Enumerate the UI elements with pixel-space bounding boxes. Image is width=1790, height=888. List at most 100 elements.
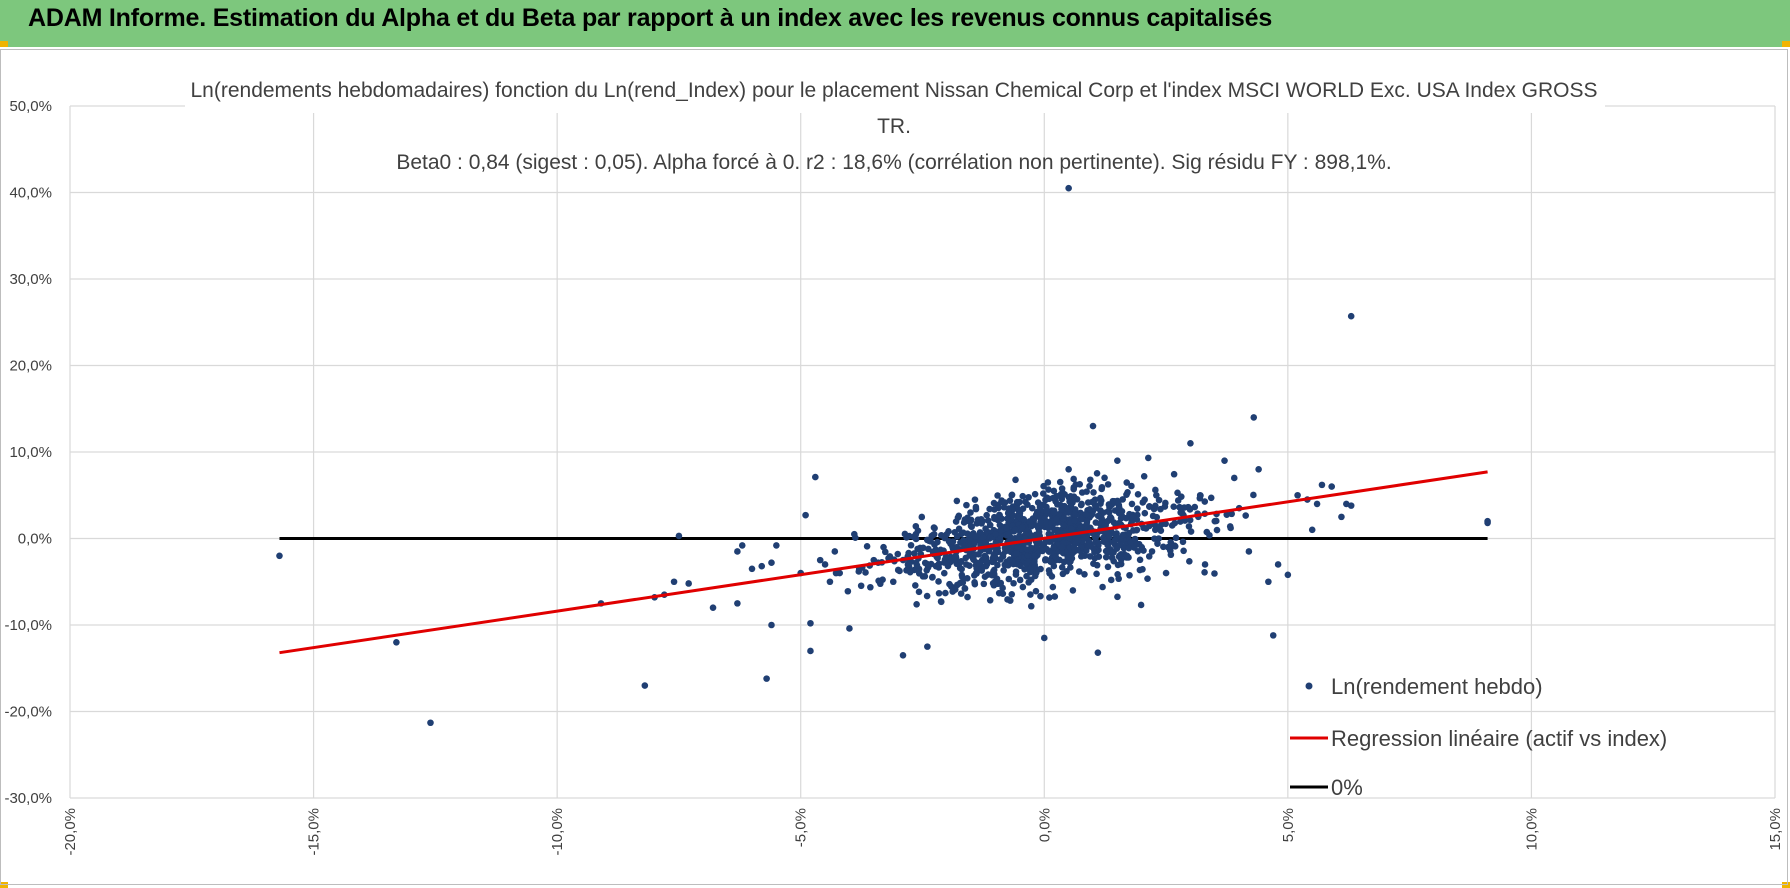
data-point — [812, 473, 819, 481]
data-point — [768, 559, 775, 567]
data-point — [967, 516, 975, 524]
data-point — [1318, 481, 1326, 489]
data-point — [1024, 501, 1031, 509]
data-point — [844, 587, 852, 595]
data-point — [1115, 575, 1122, 583]
data-point — [963, 501, 970, 509]
y-tick-label: 10,0% — [9, 444, 52, 461]
data-point — [1032, 511, 1040, 519]
data-point — [1211, 570, 1218, 577]
data-point — [1156, 522, 1164, 530]
data-point — [983, 511, 990, 519]
data-point — [959, 579, 967, 586]
data-point — [1025, 493, 1032, 501]
data-point — [1050, 544, 1058, 551]
data-point — [992, 548, 999, 556]
x-tick-label: 5,0% — [1280, 808, 1297, 842]
data-point — [738, 542, 746, 549]
data-point — [1083, 520, 1091, 528]
data-point — [1089, 422, 1097, 430]
data-point — [1145, 553, 1153, 560]
data-point — [1098, 485, 1105, 493]
x-tick-label: -20,0% — [62, 808, 79, 856]
data-point — [1137, 601, 1145, 609]
x-tick-label: 15,0% — [1767, 808, 1784, 851]
data-point — [1170, 503, 1178, 510]
data-point — [1308, 526, 1316, 534]
data-point — [951, 553, 959, 561]
data-point — [972, 532, 980, 540]
data-point — [1044, 479, 1052, 486]
data-point — [1065, 466, 1072, 473]
data-point — [1141, 509, 1149, 517]
data-point — [1171, 542, 1179, 550]
data-point — [1094, 649, 1102, 656]
data-point — [904, 561, 912, 568]
data-point — [1052, 553, 1060, 561]
data-point — [1100, 509, 1107, 517]
corner-marker — [1782, 41, 1790, 47]
data-point — [1059, 570, 1067, 578]
data-point — [1265, 578, 1272, 586]
data-point — [1065, 553, 1072, 561]
data-point — [1250, 491, 1257, 499]
data-point — [899, 651, 907, 659]
data-point — [918, 513, 926, 521]
data-point — [923, 560, 931, 568]
data-point — [1054, 527, 1062, 535]
data-point — [1180, 547, 1187, 555]
data-point — [1070, 475, 1077, 483]
data-point — [1174, 489, 1181, 497]
data-point — [997, 579, 1005, 587]
data-point — [942, 589, 949, 597]
data-point — [1139, 565, 1146, 573]
chart-subtitle: Beta0 : 0,84 (sigest : 0,05). Alpha forc… — [396, 151, 1391, 174]
data-point — [1058, 564, 1066, 571]
data-point — [1082, 547, 1090, 555]
data-point — [1113, 545, 1121, 552]
data-point — [1037, 518, 1044, 526]
data-point — [934, 538, 941, 546]
y-tick-label: 30,0% — [9, 271, 52, 288]
data-point — [945, 527, 952, 535]
data-point — [905, 532, 913, 540]
data-point — [928, 574, 936, 581]
data-point — [867, 583, 874, 591]
data-point — [1091, 548, 1098, 556]
data-point — [1006, 556, 1014, 563]
data-point — [1078, 500, 1085, 508]
data-point — [1134, 491, 1142, 498]
data-point — [1152, 502, 1159, 510]
data-point — [1123, 552, 1131, 560]
data-point — [992, 577, 999, 585]
data-point — [995, 511, 1003, 519]
data-point — [1201, 569, 1208, 576]
data-point — [986, 596, 994, 604]
data-point — [953, 497, 961, 505]
data-point — [1099, 583, 1106, 591]
data-point — [826, 578, 834, 586]
data-point — [1126, 571, 1133, 579]
data-point — [1008, 590, 1016, 598]
data-point — [982, 539, 990, 547]
data-point — [768, 621, 775, 629]
data-point — [1105, 501, 1113, 508]
data-point — [1338, 513, 1345, 521]
data-point — [1069, 587, 1077, 594]
data-point — [1148, 548, 1156, 555]
data-point — [991, 553, 999, 561]
chart-title: Ln(rendements hebdomadaires) fonction du… — [185, 67, 1605, 174]
data-point — [734, 548, 741, 555]
data-point — [981, 552, 989, 560]
data-point — [996, 521, 1004, 529]
data-point — [1060, 515, 1067, 523]
data-point — [1027, 545, 1034, 553]
data-point — [1045, 524, 1052, 532]
data-point — [1107, 549, 1115, 557]
data-point — [1091, 554, 1099, 562]
data-point — [1005, 575, 1013, 583]
data-point — [1136, 556, 1144, 564]
data-point — [1050, 509, 1058, 516]
data-point — [1092, 504, 1100, 512]
data-point — [821, 561, 829, 568]
